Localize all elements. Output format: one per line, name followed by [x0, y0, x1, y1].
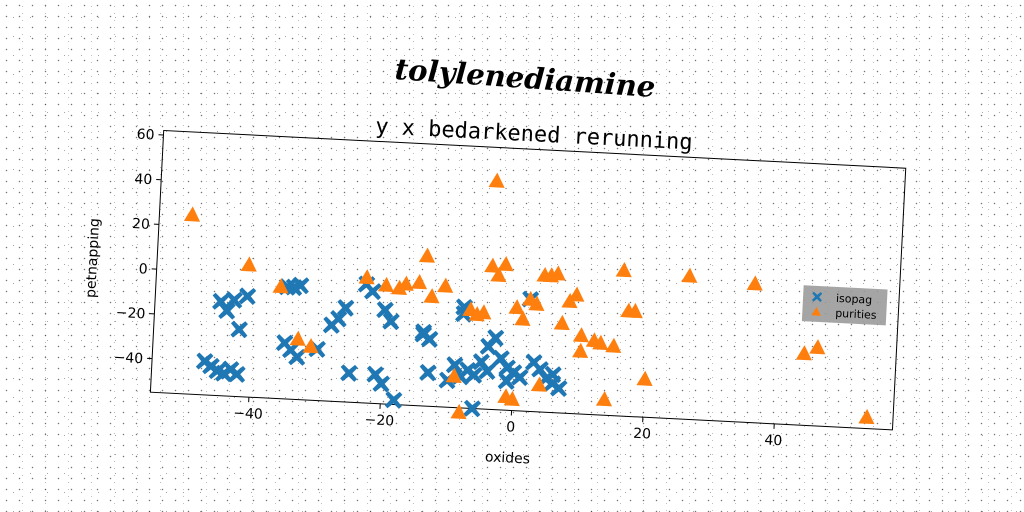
isopag-point: [238, 287, 257, 305]
purities-point: [605, 337, 622, 353]
x-tick-label: 0: [506, 419, 516, 435]
isopag-point: [291, 276, 310, 295]
isopag-point: [340, 364, 358, 382]
purities-point: [568, 286, 585, 302]
legend-box: [801, 285, 888, 326]
purities-point: [390, 279, 408, 295]
isopag-point: [550, 379, 568, 398]
isopag-point: [372, 374, 391, 393]
y-tick-label: 0: [138, 261, 148, 277]
purities-point: [572, 327, 589, 343]
purities-point: [302, 338, 319, 354]
purities-point: [490, 266, 507, 283]
isopag-point: [511, 368, 529, 387]
purities-point: [183, 206, 201, 222]
purities-point: [240, 256, 257, 272]
purities-point: [503, 390, 520, 407]
y-tick-label: −20: [115, 305, 145, 322]
purities-point: [572, 342, 589, 359]
isopag-point: [218, 302, 236, 320]
x-axis: −40 −20 0 20 40: [233, 397, 783, 449]
purities-point: [858, 408, 875, 425]
x-axis-label: oxides: [485, 449, 531, 467]
purities-point: [377, 276, 395, 293]
isopag-point: [414, 323, 433, 341]
x-tick-label: 20: [633, 426, 652, 443]
isopag-point: [336, 299, 355, 317]
y-tick-label: 40: [134, 171, 153, 188]
isopag-point: [225, 291, 243, 309]
purities-point: [450, 403, 467, 420]
figure-suptitle: tolylenediamine: [394, 52, 657, 104]
legend-label: isopag: [836, 292, 873, 307]
isopag-legend-marker: [811, 291, 823, 303]
isopag-point: [486, 329, 505, 347]
isopag-point: [465, 366, 483, 384]
purities-point: [549, 265, 566, 281]
isopag-point: [364, 282, 382, 301]
isopag-point: [463, 399, 481, 418]
legend-label: purities: [835, 307, 877, 322]
purities-point: [528, 295, 545, 311]
purities-point: [497, 255, 514, 272]
purities-point: [488, 172, 505, 188]
purities-point: [289, 330, 306, 346]
x-tick-label: −40: [233, 405, 263, 422]
x-tick-label: 40: [764, 432, 783, 449]
y-tick-label: −40: [113, 350, 143, 367]
purities-point: [418, 247, 435, 263]
purities-legend-marker: [811, 306, 821, 316]
purities-point: [272, 278, 289, 294]
purities-point: [475, 304, 492, 320]
purities-point: [530, 376, 547, 392]
purities-point: [626, 302, 643, 319]
isopag-point: [230, 320, 248, 339]
purities-point: [423, 288, 440, 304]
purities-point: [397, 275, 414, 291]
isopag-point: [419, 363, 437, 382]
x-tick-label: −20: [364, 412, 394, 429]
purities-point: [437, 277, 454, 293]
y-tick-label: 20: [132, 216, 151, 233]
purities-point: [358, 269, 375, 285]
y-tick-label: 60: [136, 127, 155, 144]
isopag-point: [228, 365, 246, 383]
purities-point: [809, 339, 826, 355]
isopag-point: [382, 312, 400, 331]
isopag-point: [478, 362, 497, 380]
purities-point: [445, 367, 462, 383]
isopag-point: [288, 348, 306, 366]
purities-point: [592, 334, 609, 351]
isopag-point: [329, 309, 348, 328]
purities-point: [615, 262, 632, 278]
purities-point: [508, 299, 525, 315]
isopag-point: [376, 301, 394, 319]
y-axis-label: petnapping: [83, 218, 103, 298]
purities-point: [553, 314, 570, 331]
purities-point: [484, 257, 501, 273]
purities-point: [514, 310, 531, 326]
purities-point: [681, 267, 698, 283]
purities-point: [636, 370, 653, 386]
y-axis: −40 −20 0 20 40 60: [113, 127, 164, 367]
isopag-point: [384, 391, 403, 409]
purities-point: [795, 345, 812, 361]
purities-point: [410, 274, 428, 290]
isopag-point: [445, 356, 464, 374]
plot-axes: y x bedarkened rerunning −40 −20 0 20 40 −40…: [83, 114, 907, 468]
plot-area-frame: [149, 129, 907, 431]
purities-point: [746, 275, 763, 291]
purities-point: [595, 391, 613, 407]
